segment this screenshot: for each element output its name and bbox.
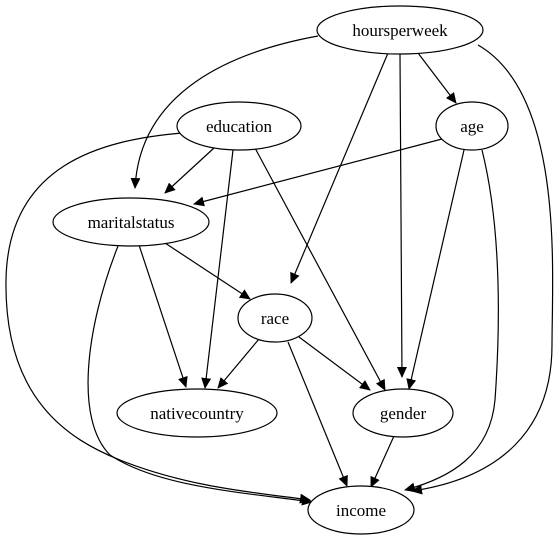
edge-age-to-gender xyxy=(406,149,465,390)
node-label-maritalstatus: maritalstatus xyxy=(88,213,175,232)
edge-maritalstatus-to-income xyxy=(87,245,313,506)
node-label-hoursperweek: hoursperweek xyxy=(352,21,448,40)
edge-education-to-gender xyxy=(254,147,386,391)
node-gender[interactable]: gender xyxy=(352,388,454,438)
node-label-race: race xyxy=(261,309,289,328)
node-age[interactable]: age xyxy=(435,101,509,151)
edge-race-to-gender xyxy=(298,336,371,391)
edge-hoursperweek-to-race xyxy=(290,52,389,284)
edges xyxy=(5,35,554,506)
node-label-education: education xyxy=(206,117,273,136)
nodes: hoursperweek education age maritalstatus… xyxy=(52,5,509,535)
edge-hoursperweek-to-age xyxy=(417,52,457,104)
edge-education-to-maritalstatus xyxy=(164,147,215,194)
edge-hoursperweek-to-income xyxy=(411,44,554,495)
edge-race-to-nativecountry xyxy=(217,338,260,389)
node-label-income: income xyxy=(336,501,386,520)
node-race[interactable]: race xyxy=(237,293,313,343)
edge-hoursperweek-to-gender xyxy=(396,53,407,378)
node-education[interactable]: education xyxy=(176,101,302,151)
edge-education-to-nativecountry xyxy=(201,149,234,389)
node-label-nativecountry: nativecountry xyxy=(150,404,244,423)
edge-education-to-income xyxy=(5,132,311,504)
node-label-age: age xyxy=(460,117,484,136)
edge-maritalstatus-to-nativecountry xyxy=(138,244,188,388)
edge-age-to-maritalstatus xyxy=(193,138,443,207)
node-maritalstatus[interactable]: maritalstatus xyxy=(52,197,210,247)
node-hoursperweek[interactable]: hoursperweek xyxy=(316,5,484,55)
edge-maritalstatus-to-race xyxy=(164,242,251,300)
node-nativecountry[interactable]: nativecountry xyxy=(116,388,278,438)
edge-race-to-income xyxy=(287,341,348,487)
edge-age-to-income xyxy=(404,149,499,493)
node-income[interactable]: income xyxy=(307,485,415,535)
edge-hoursperweek-to-maritalstatus xyxy=(130,35,319,189)
node-label-gender: gender xyxy=(380,404,427,423)
edge-gender-to-income xyxy=(370,435,395,488)
